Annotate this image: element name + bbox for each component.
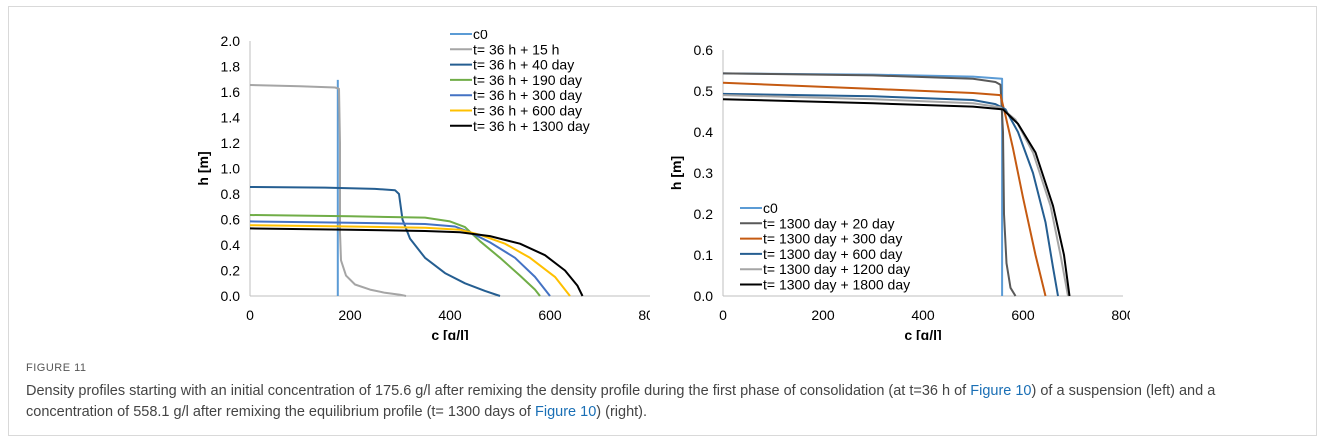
x-tick-label: 0 bbox=[246, 307, 254, 323]
x-tick-label: 200 bbox=[338, 307, 362, 323]
y-tick-label: 0.6 bbox=[221, 212, 241, 228]
series-line-5 bbox=[722, 98, 1071, 297]
series-line-6 bbox=[249, 227, 584, 297]
caption-text: ) (right). bbox=[596, 404, 648, 420]
y-tick-label: 2.0 bbox=[221, 33, 241, 49]
x-tick-label: 600 bbox=[538, 307, 562, 323]
y-tick-label: 0.4 bbox=[694, 124, 714, 140]
y-tick-label: 1.4 bbox=[221, 110, 241, 126]
legend-label: t= 36 h + 300 day bbox=[473, 87, 582, 103]
y-tick-label: 1.8 bbox=[221, 59, 241, 75]
figure-reference-link[interactable]: Figure 10 bbox=[970, 383, 1032, 399]
series-line-5 bbox=[249, 224, 571, 297]
y-tick-label: 0.6 bbox=[694, 42, 714, 58]
series-line-2 bbox=[722, 81, 1047, 297]
legend-label: t= 1300 day + 300 day bbox=[763, 231, 902, 247]
caption-text: Density profiles starting with an initia… bbox=[26, 383, 971, 399]
figure-frame bbox=[8, 6, 1317, 436]
legend-label: t= 36 h + 15 h bbox=[473, 41, 559, 57]
x-tick-label: 800 bbox=[1111, 307, 1130, 323]
y-tick-label: 0.4 bbox=[221, 237, 241, 253]
y-tick-label: 1.2 bbox=[221, 135, 241, 151]
y-axis-title: h [m] bbox=[668, 156, 684, 190]
y-tick-label: 0.0 bbox=[221, 288, 241, 304]
y-tick-label: 0.8 bbox=[221, 186, 241, 202]
legend-label: t= 1300 day + 600 day bbox=[763, 246, 902, 262]
chart-right: 0.0 0.1 0.2 0.3 0.4 0.5 0.6 0 200 400 600 800 c [g/l… bbox=[668, 42, 1130, 340]
caption-text: ) of a suspension (left) and a concentra… bbox=[26, 383, 1216, 420]
x-tick-label: 200 bbox=[811, 307, 835, 323]
x-tick-label: 800 bbox=[638, 307, 650, 323]
y-tick-label: 0.0 bbox=[694, 288, 714, 304]
x-axis-title: c [g/l] bbox=[431, 327, 468, 340]
y-tick-label: 1.0 bbox=[221, 161, 241, 177]
x-tick-label: 400 bbox=[911, 307, 935, 323]
series-line-1 bbox=[249, 84, 407, 297]
legend-label: t= 36 h + 190 day bbox=[473, 72, 582, 88]
y-tick-label: 0.5 bbox=[694, 83, 714, 99]
y-tick-label: 1.6 bbox=[221, 84, 241, 100]
series-line-4 bbox=[249, 220, 551, 297]
legend-label: c0 bbox=[473, 30, 488, 42]
figure-label: FIGURE 11 bbox=[26, 362, 87, 374]
x-tick-label: 600 bbox=[1011, 307, 1035, 323]
series-line-3 bbox=[722, 92, 1059, 297]
x-axis-title: c [g/l] bbox=[904, 327, 941, 340]
x-tick-label: 0 bbox=[719, 307, 727, 323]
legend-label: t= 1300 day + 1800 day bbox=[763, 277, 910, 293]
legend-label: t= 1300 day + 1200 day bbox=[763, 261, 910, 277]
legend-label: t= 36 h + 600 day bbox=[473, 103, 582, 119]
y-tick-label: 0.3 bbox=[694, 165, 714, 181]
series-line-2 bbox=[249, 186, 501, 297]
y-tick-label: 0.2 bbox=[221, 263, 241, 279]
series-line-4 bbox=[722, 94, 1069, 297]
legend-label: c0 bbox=[763, 200, 778, 216]
y-axis-title: h [m] bbox=[195, 151, 211, 185]
chart-left: 0.0 0.2 0.4 0.6 0.8 1.0 1.2 1.4 1.6 1.8 2.0 0 200 400… bbox=[195, 30, 650, 340]
figure-reference-link[interactable]: Figure 10 bbox=[535, 404, 597, 420]
y-tick-label: 0.1 bbox=[694, 247, 714, 263]
legend-label: t= 1300 day + 20 day bbox=[763, 215, 895, 231]
x-tick-label: 400 bbox=[438, 307, 462, 323]
legend-label: t= 36 h + 40 day bbox=[473, 57, 574, 73]
y-tick-label: 0.2 bbox=[694, 206, 714, 222]
legend-label: t= 36 h + 1300 day bbox=[473, 118, 590, 134]
figure-caption: Density profiles starting with an initia… bbox=[26, 381, 1306, 423]
